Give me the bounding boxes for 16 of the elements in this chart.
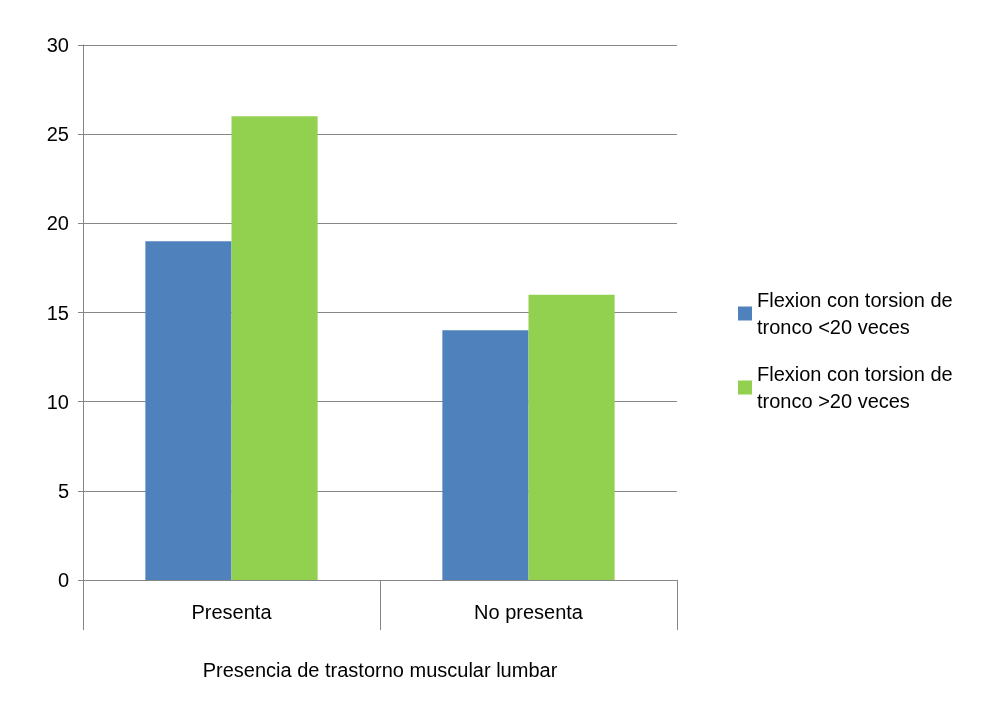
y-tick-label: 20 <box>46 212 69 235</box>
x-tick-label: No presenta <box>474 601 584 623</box>
y-tick-label: 0 <box>57 569 69 591</box>
x-tick-label: Presenta <box>191 601 273 623</box>
y-tick-label: 5 <box>57 479 69 502</box>
y-tick-label: 25 <box>46 123 69 146</box>
x-axis-title: Presencia de trastorno muscular lumbar <box>202 659 558 681</box>
bar <box>528 294 615 580</box>
y-tick-label: 30 <box>46 34 69 56</box>
y-tick-label: 10 <box>46 390 69 413</box>
bar <box>231 116 318 580</box>
y-tick-label: 15 <box>46 301 69 324</box>
bar <box>145 241 232 580</box>
legend-label: Flexion con torsion de tronco <20 veces <box>757 289 959 338</box>
bar <box>442 330 529 580</box>
legend-label: Flexion con torsion de tronco >20 veces <box>757 363 959 412</box>
